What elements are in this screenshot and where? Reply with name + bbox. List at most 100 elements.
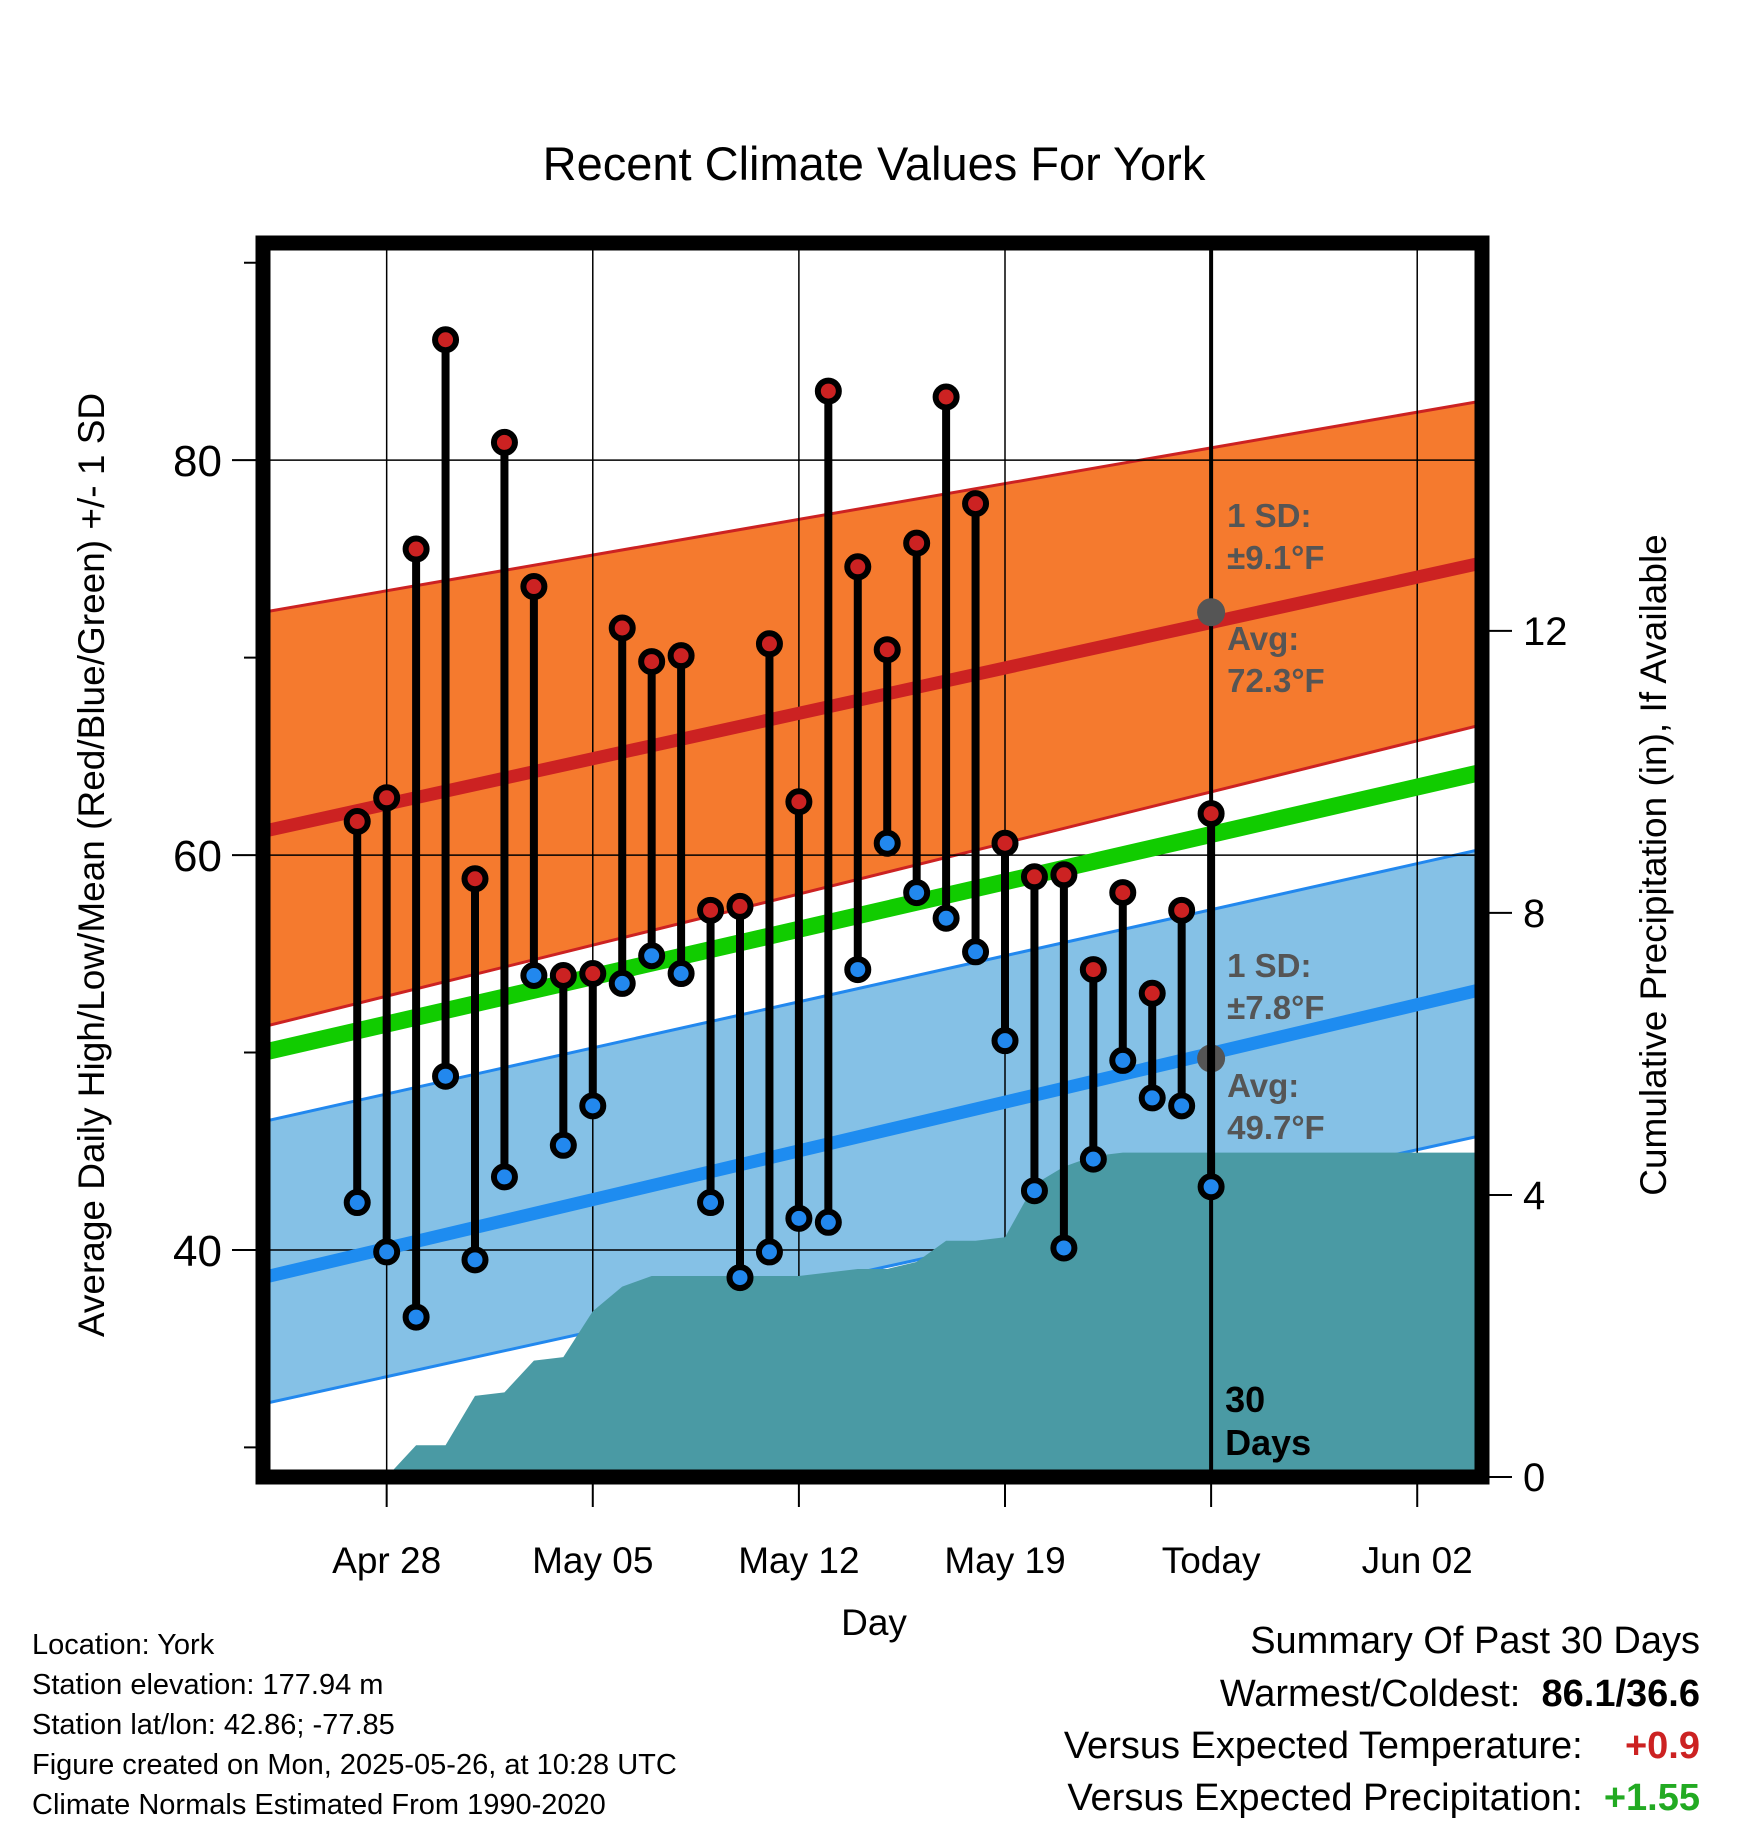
daily-high-point [814,377,842,405]
daily-low-point [1109,1046,1137,1074]
daily-high-point [1168,896,1196,924]
daily-high-point [755,630,783,658]
y-axis-label: Average Daily High/Low/Mean (Red/Blue/Gr… [71,393,112,1337]
high-sd-label: 1 SD: [1227,497,1311,534]
x-tick-label: May 05 [532,1540,653,1581]
daily-high-point [520,573,548,601]
x-tick-label: Apr 28 [332,1540,441,1581]
precip-value: +1.55 [1603,1777,1700,1819]
temp-label: Versus Expected Temperature: [1063,1725,1583,1767]
info-latlon: Station lat/lon: 42.86; -77.85 [32,1709,395,1741]
daily-low-point [991,1027,1019,1055]
daily-high-point [1197,800,1225,828]
daily-low-point [432,1062,460,1090]
x-axis-label: Day [841,1602,907,1643]
daily-low-point [785,1204,813,1232]
high-avg-label: Avg: [1227,620,1299,657]
daily-high-point [579,960,607,988]
warmest-value: 86.1 [1541,1673,1616,1715]
y2-tick-label: 0 [1523,1456,1545,1500]
daily-low-point [814,1208,842,1236]
low-sd-band [263,849,1482,1404]
low-sd-value: ±7.8°F [1227,989,1324,1026]
y-tick-label: 80 [173,437,222,486]
summary-title: Summary Of Past 30 Days [1250,1620,1700,1662]
low-avg-label: Avg: [1227,1067,1299,1104]
today-days-label: Days [1225,1422,1311,1463]
mean-normal-line [263,763,1482,1061]
high-sd-band [263,400,1482,1027]
daily-high-point [432,326,460,354]
y2-axis-label: Cumulative Precipitation (in), If Availa… [1633,534,1674,1196]
daily-low-point [755,1238,783,1266]
warmest-coldest-slash: / [1615,1673,1627,1715]
daily-low-point [579,1092,607,1120]
daily-high-point [844,553,872,581]
daily-low-point [520,962,548,990]
daily-low-point [844,956,872,984]
info-elevation: Station elevation: 177.94 m [32,1669,384,1701]
temp-value: +0.9 [1624,1725,1700,1767]
daily-high-point [402,535,430,563]
y2-tick-label: 8 [1523,892,1545,936]
y2-tick-label: 4 [1523,1174,1545,1218]
daily-high-point [903,529,931,557]
low-mean-line [263,982,1482,1284]
precip-label: Versus Expected Precipitation: [1067,1777,1583,1819]
daily-low-point [962,938,990,966]
daily-low-point [1197,1173,1225,1201]
daily-high-point [1050,861,1078,889]
daily-high-point [1109,879,1137,907]
daily-high-point [490,428,518,456]
daily-high-point [1079,956,1107,984]
x-tick-label: Today [1162,1540,1261,1581]
x-tick-label: May 12 [738,1540,859,1581]
x-tick-label: Jun 02 [1362,1540,1473,1581]
high-avg-value: 72.3°F [1227,662,1325,699]
daily-low-point [932,904,960,932]
y2-tick-label: 12 [1523,610,1568,654]
daily-high-point [697,896,725,924]
daily-low-point [1050,1234,1078,1262]
warmest-label: Warmest/Coldest: [1219,1673,1521,1715]
daily-low-point [402,1303,430,1331]
daily-high-point [962,490,990,518]
daily-high-point [873,636,901,664]
coldest-value: 36.6 [1626,1673,1700,1715]
today-days-count: 30 [1225,1379,1265,1420]
daily-low-point [903,879,931,907]
high-sd-value: ±9.1°F [1227,539,1324,576]
plot-area [263,243,1482,1477]
daily-high-point [461,865,489,893]
daily-low-point [1079,1145,1107,1173]
daily-high-point [932,383,960,411]
y-tick-label: 60 [173,832,222,881]
daily-low-point [873,829,901,857]
low-upper-line [263,847,1482,1124]
daily-high-point [667,642,695,670]
y-tick-label: 40 [173,1227,222,1276]
low-sd-label: 1 SD: [1227,947,1311,984]
daily-low-point [549,1131,577,1159]
info-created: Figure created on Mon, 2025-05-26, at 10… [32,1749,677,1781]
info-location: Location: York [32,1629,215,1661]
daily-high-point [638,648,666,676]
daily-low-point [1020,1177,1048,1205]
plot-frame [255,235,1490,1485]
daily-low-point [490,1163,518,1191]
low-avg-value: 49.7°F [1227,1109,1325,1146]
daily-high-point [785,788,813,816]
info-normals: Climate Normals Estimated From 1990-2020 [32,1789,606,1821]
daily-low-point [726,1264,754,1292]
daily-low-point [1138,1084,1166,1112]
daily-low-point [461,1246,489,1274]
high-upper-line [263,399,1482,614]
daily-high-point [726,892,754,920]
high-mean-line [263,556,1482,838]
daily-low-point [667,960,695,988]
daily-low-point [608,969,636,997]
high-lower-line [263,723,1482,1029]
summary-temperature: Versus Expected Temperature: +0.9 [1064,1725,1700,1768]
daily-low-point [1168,1092,1196,1120]
